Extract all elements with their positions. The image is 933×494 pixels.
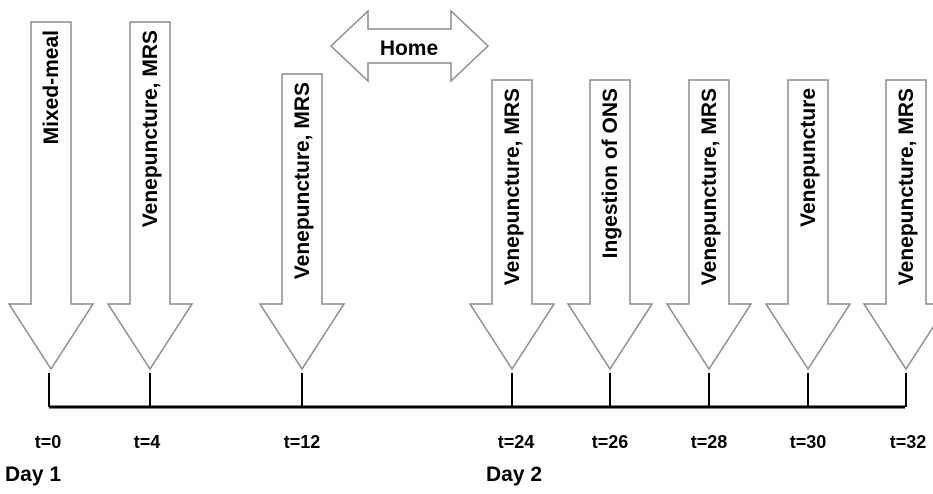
double-arrow-icon <box>329 9 490 83</box>
event-5: Venepuncture, MRS t=28 <box>665 79 753 452</box>
event-label: Venepuncture, MRS <box>895 88 918 285</box>
event-6: Venepuncture t=30 <box>764 79 852 452</box>
home-double-arrow: Home <box>329 9 490 83</box>
event-label: Venepuncture, MRS <box>291 82 314 279</box>
down-arrow-icon <box>665 79 753 371</box>
time-label: t=30 <box>790 432 827 452</box>
down-arrow-icon <box>764 79 852 371</box>
down-arrow-icon <box>7 21 95 371</box>
event-2: Venepuncture, MRS t=12 <box>258 73 346 452</box>
event-3: Venepuncture, MRS t=24 <box>468 79 556 452</box>
home-label: Home <box>380 37 438 60</box>
day-label-1: Day 1 <box>5 463 61 486</box>
time-label: t=12 <box>284 432 321 452</box>
time-label: t=32 <box>890 432 927 452</box>
down-arrow-icon <box>862 79 933 371</box>
event-4: Ingestion of ONS t=26 <box>566 79 654 452</box>
time-label: t=26 <box>592 432 629 452</box>
time-label: t=0 <box>35 432 62 452</box>
event-label: Venepuncture, MRS <box>139 30 162 227</box>
event-0: Mixed-meal t=0 <box>7 21 95 452</box>
day-label-2: Day 2 <box>486 463 542 486</box>
event-label: Venepuncture, MRS <box>501 88 524 285</box>
event-label: Mixed-meal <box>40 30 63 144</box>
event-label: Venepuncture <box>797 88 820 227</box>
event-label: Ingestion of ONS <box>599 88 622 258</box>
event-7: Venepuncture, MRS t=32 <box>862 79 933 452</box>
down-arrow-icon <box>468 79 556 371</box>
event-1: Venepuncture, MRS t=4 <box>106 21 194 452</box>
time-label: t=28 <box>691 432 728 452</box>
down-arrow-icon <box>106 21 194 371</box>
down-arrow-icon <box>566 79 654 371</box>
time-label: t=24 <box>498 432 535 452</box>
event-label: Venepuncture, MRS <box>698 88 721 285</box>
time-label: t=4 <box>134 432 161 452</box>
down-arrow-icon <box>258 73 346 371</box>
